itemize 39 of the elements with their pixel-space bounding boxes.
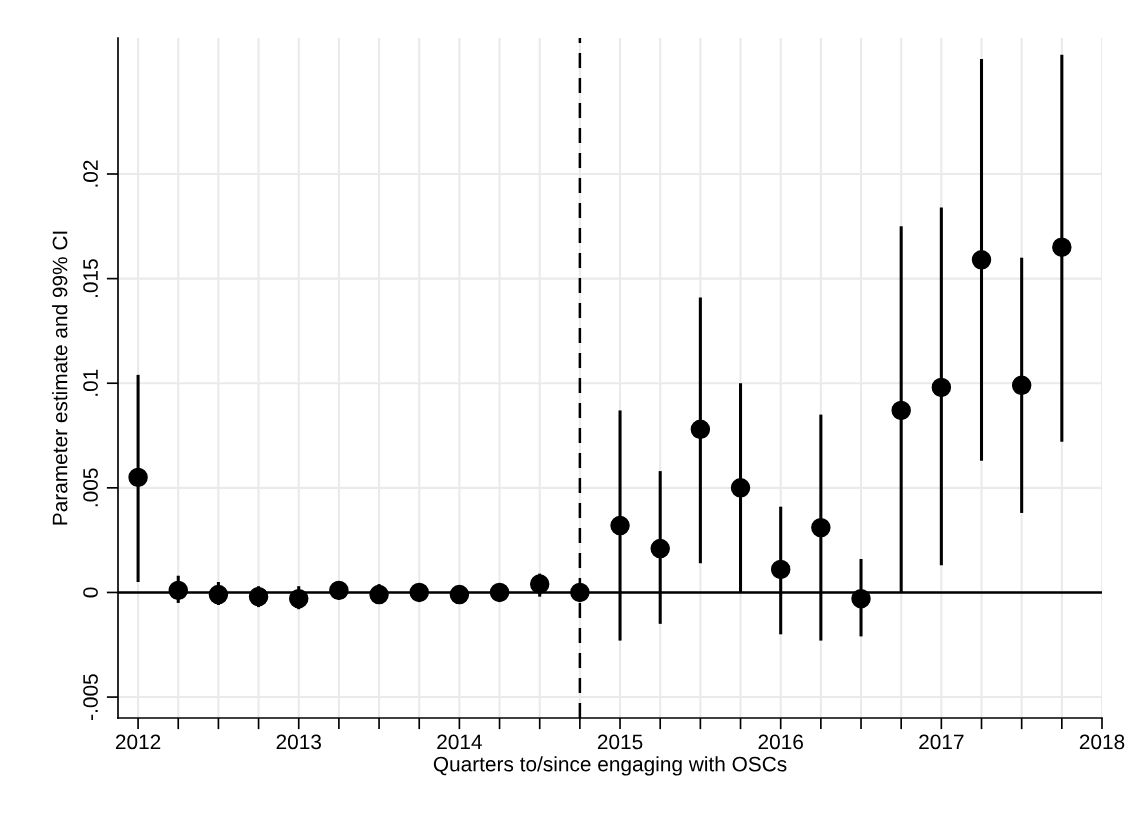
- point: [128, 467, 148, 488]
- point: [971, 250, 992, 270]
- point: [690, 419, 711, 439]
- point: [529, 574, 550, 594]
- point: [931, 377, 952, 398]
- point: [650, 538, 670, 559]
- x-tick-label: 2013: [276, 734, 321, 750]
- point: [851, 589, 871, 609]
- point: [770, 559, 791, 580]
- y-tick-label: -.005: [83, 674, 98, 720]
- y-tick-label: 0: [83, 587, 98, 598]
- point: [730, 478, 751, 498]
- point: [168, 580, 188, 601]
- point: [489, 582, 510, 603]
- point: [449, 584, 470, 605]
- x-tick-label: 2014: [437, 734, 482, 750]
- x-tick-label: 2016: [758, 734, 803, 750]
- point: [811, 517, 831, 538]
- point: [369, 584, 389, 605]
- x-tick-label: 2018: [1079, 734, 1125, 750]
- y-tick-label: .02: [83, 160, 98, 187]
- point: [891, 400, 911, 421]
- point: [289, 589, 309, 609]
- y-axis-title: Parameter estimate and 99% CI: [52, 231, 68, 525]
- point: [570, 582, 590, 603]
- x-tick-label: 2017: [919, 734, 964, 750]
- point: [208, 584, 229, 605]
- y-tick-label: .01: [83, 369, 98, 396]
- y-tick-label: .015: [83, 259, 98, 297]
- point: [409, 582, 429, 603]
- point: [610, 515, 630, 536]
- point: [1052, 237, 1072, 257]
- point: [248, 586, 269, 607]
- x-axis-title: Quarters to/since engaging with OSCs: [433, 756, 787, 776]
- point: [1011, 375, 1032, 396]
- y-tick-label: .005: [83, 468, 98, 507]
- x-tick-label: 2015: [597, 734, 643, 750]
- point: [329, 580, 349, 601]
- x-tick-label: 2012: [115, 734, 161, 750]
